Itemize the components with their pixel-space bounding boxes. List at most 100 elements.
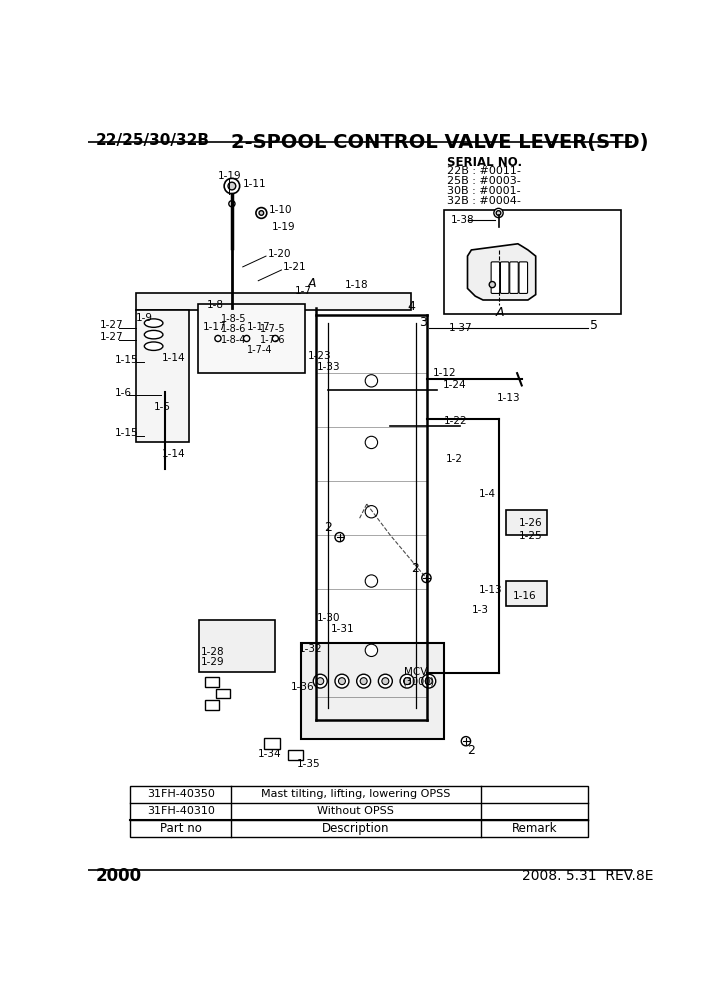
- Text: 1-8-6: 1-8-6: [221, 324, 246, 334]
- Text: 1-38: 1-38: [451, 215, 475, 225]
- Text: 1-29: 1-29: [201, 657, 225, 667]
- Text: 1-22: 1-22: [444, 416, 468, 426]
- Text: 1-28: 1-28: [201, 647, 225, 657]
- Bar: [301, 643, 444, 739]
- FancyBboxPatch shape: [519, 262, 528, 294]
- Text: 5: 5: [590, 318, 598, 332]
- Text: 31FH-40310: 31FH-40310: [147, 806, 215, 816]
- Circle shape: [335, 675, 349, 688]
- Text: Description: Description: [322, 821, 390, 834]
- Text: 1-36: 1-36: [291, 682, 314, 691]
- Bar: [135, 310, 189, 442]
- Circle shape: [378, 675, 392, 688]
- Text: 1-7: 1-7: [295, 286, 312, 296]
- Text: 1-19: 1-19: [272, 222, 295, 232]
- Text: 2: 2: [411, 562, 419, 575]
- Circle shape: [338, 678, 345, 684]
- FancyBboxPatch shape: [491, 262, 500, 294]
- Text: 1-19: 1-19: [218, 171, 241, 181]
- Circle shape: [461, 737, 470, 746]
- Text: 1-13: 1-13: [479, 585, 503, 595]
- Text: 1-15: 1-15: [115, 355, 138, 365]
- Text: 1-25: 1-25: [519, 532, 542, 542]
- Text: 1-32: 1-32: [298, 644, 322, 654]
- Bar: [506, 510, 547, 535]
- Text: 2000: 2000: [95, 867, 142, 885]
- Text: 1-8-4: 1-8-4: [221, 335, 246, 345]
- Text: 1-7-5: 1-7-5: [260, 324, 286, 334]
- Text: (3000): (3000): [402, 677, 434, 686]
- Polygon shape: [468, 244, 536, 300]
- Text: Part no: Part no: [160, 821, 201, 834]
- Bar: [265, 738, 280, 749]
- Text: 1-31: 1-31: [331, 624, 355, 634]
- Text: 1-17: 1-17: [202, 322, 226, 332]
- Text: 1-23: 1-23: [308, 351, 331, 361]
- Text: 1-10: 1-10: [269, 205, 293, 215]
- Text: 1-8-5: 1-8-5: [221, 314, 246, 324]
- Text: 1-9: 1-9: [135, 312, 153, 322]
- Text: 1-20: 1-20: [267, 249, 291, 259]
- Text: MCV: MCV: [404, 667, 428, 677]
- Circle shape: [256, 207, 267, 218]
- Circle shape: [422, 573, 431, 582]
- Text: 1-4: 1-4: [479, 489, 496, 499]
- Text: 1-34: 1-34: [258, 749, 282, 759]
- Ellipse shape: [145, 318, 163, 327]
- Circle shape: [365, 436, 378, 448]
- Circle shape: [365, 575, 378, 587]
- Text: 1-2: 1-2: [446, 454, 463, 464]
- Bar: [205, 678, 219, 686]
- Text: Mast tilting, lifting, lowering OPSS: Mast tilting, lifting, lowering OPSS: [261, 790, 451, 800]
- Text: A: A: [308, 277, 317, 290]
- Text: 1-17: 1-17: [246, 322, 270, 332]
- Text: 2-SPOOL CONTROL VALVE LEVER(STD): 2-SPOOL CONTROL VALVE LEVER(STD): [231, 133, 649, 152]
- Text: 1-35: 1-35: [297, 759, 321, 770]
- Text: 1-33: 1-33: [317, 362, 340, 372]
- Text: 4: 4: [407, 301, 415, 313]
- Bar: [506, 581, 547, 606]
- Text: 1-37: 1-37: [449, 323, 472, 333]
- Text: 1-8: 1-8: [207, 301, 224, 310]
- Text: 32B : #0004-: 32B : #0004-: [446, 196, 520, 206]
- Text: 1-30: 1-30: [317, 613, 340, 623]
- Circle shape: [317, 678, 324, 684]
- Circle shape: [425, 678, 432, 684]
- Text: 1-5: 1-5: [154, 402, 171, 412]
- Bar: [199, 620, 274, 672]
- Text: Without OPSS: Without OPSS: [317, 806, 395, 816]
- Bar: [288, 750, 303, 761]
- Text: 2: 2: [324, 522, 332, 535]
- Circle shape: [229, 200, 235, 206]
- FancyBboxPatch shape: [510, 262, 518, 294]
- Circle shape: [228, 183, 236, 189]
- Ellipse shape: [145, 342, 163, 350]
- Circle shape: [365, 506, 378, 518]
- Bar: [216, 688, 230, 698]
- Circle shape: [496, 210, 501, 215]
- Circle shape: [494, 208, 503, 217]
- Text: 1-6: 1-6: [115, 388, 132, 398]
- Text: 1-26: 1-26: [519, 518, 542, 529]
- Text: 1-27: 1-27: [100, 332, 123, 342]
- Text: 25B : #0003-: 25B : #0003-: [446, 176, 520, 186]
- Text: 1-21: 1-21: [283, 262, 307, 272]
- Circle shape: [382, 678, 389, 684]
- Circle shape: [244, 335, 250, 341]
- Ellipse shape: [145, 330, 163, 339]
- Bar: [198, 304, 305, 373]
- Text: 1-7-4: 1-7-4: [246, 345, 272, 355]
- Circle shape: [224, 179, 239, 193]
- Circle shape: [335, 533, 344, 542]
- Circle shape: [357, 675, 371, 688]
- Circle shape: [259, 210, 264, 215]
- Circle shape: [365, 644, 378, 657]
- Circle shape: [400, 675, 414, 688]
- Text: 22B : #0011-: 22B : #0011-: [446, 166, 520, 176]
- Circle shape: [360, 678, 367, 684]
- Text: 1-13: 1-13: [497, 393, 521, 403]
- Text: 31FH-40350: 31FH-40350: [147, 790, 215, 800]
- Circle shape: [215, 335, 221, 341]
- Text: 1-16: 1-16: [512, 591, 536, 601]
- Circle shape: [489, 282, 496, 288]
